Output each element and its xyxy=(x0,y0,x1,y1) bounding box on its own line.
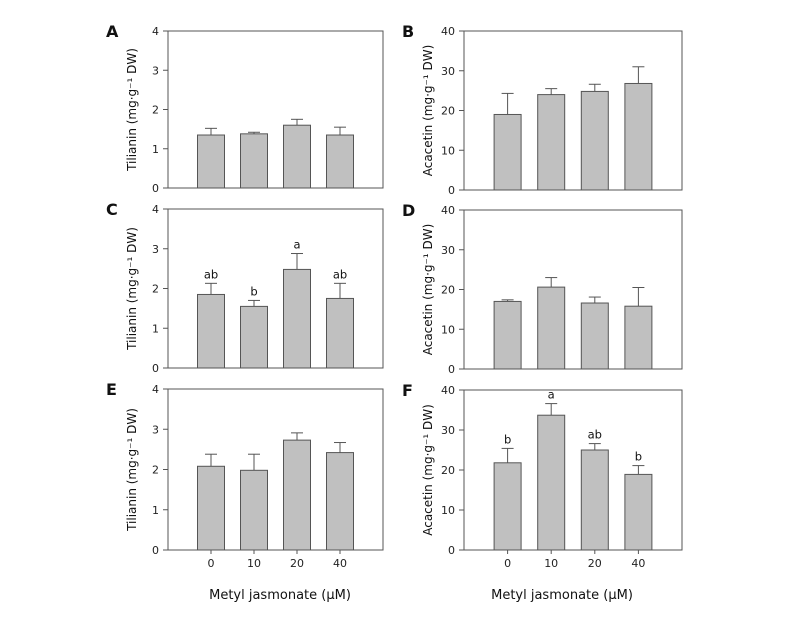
x-tick-label: 20 xyxy=(588,557,602,570)
y-tick-label: 0 xyxy=(448,184,455,197)
significance-label: a xyxy=(293,238,300,252)
x-axis-label-left: Metyl jasmonate (μM) xyxy=(209,588,351,603)
x-tick-label: 10 xyxy=(247,557,261,570)
bar xyxy=(197,293,225,369)
y-tick-label: 2 xyxy=(152,104,159,117)
y-tick-label: 1 xyxy=(152,322,159,335)
bar xyxy=(624,82,653,191)
y-axis-label: Tilianin (mg·g⁻¹ DW) xyxy=(125,408,139,532)
y-tick-label: 4 xyxy=(152,203,159,216)
significance-label: ab xyxy=(204,267,218,281)
bar xyxy=(493,300,522,370)
y-tick-label: 40 xyxy=(441,25,455,38)
y-tick-label: 10 xyxy=(441,504,455,517)
bar xyxy=(580,449,609,551)
x-tick-label: 20 xyxy=(290,557,304,570)
y-tick-label: 4 xyxy=(152,25,159,38)
x-tick-label: 40 xyxy=(333,557,347,570)
x-tick-label: 0 xyxy=(504,557,511,570)
bar xyxy=(240,133,268,189)
significance-label: ab xyxy=(333,267,347,281)
bar xyxy=(283,268,311,369)
y-axis-label: Tilianin (mg·g⁻¹ DW) xyxy=(125,48,139,172)
y-axis-label: Acacetin (mg·g⁻¹ DW) xyxy=(421,404,435,536)
bar xyxy=(326,297,354,369)
bar xyxy=(537,414,566,551)
y-tick-label: 1 xyxy=(152,143,159,156)
bar xyxy=(240,305,268,369)
panel-f: 0 10 20 30 40 b 0 a 10 ab 20 b 40 F Acacetin (mg·g⁻¹ D… xyxy=(402,381,683,570)
y-tick-label: 20 xyxy=(441,284,455,297)
y-tick-label: 2 xyxy=(152,283,159,296)
y-tick-label: 40 xyxy=(441,384,455,397)
y-tick-label: 4 xyxy=(152,383,159,396)
y-tick-label: 20 xyxy=(441,464,455,477)
significance-label: b xyxy=(250,284,257,298)
panel-a: 0 1 2 3 4 A Tilianin (mg·g⁻¹ DW) xyxy=(106,22,384,195)
bar xyxy=(537,286,566,370)
significance-label: a xyxy=(548,388,555,402)
y-axis-label: Tilianin (mg·g⁻¹ DW) xyxy=(125,227,139,351)
panel-letter: C xyxy=(106,200,118,219)
panel-b: 0 10 20 30 40 B Acacetin (mg·g⁻¹ DW) xyxy=(402,22,683,197)
bar xyxy=(493,462,522,551)
y-tick-label: 3 xyxy=(152,423,159,436)
significance-label: ab xyxy=(588,428,602,442)
bar xyxy=(326,134,354,189)
y-tick-label: 30 xyxy=(441,424,455,437)
y-axis-label: Acacetin (mg·g⁻¹ DW) xyxy=(421,224,435,356)
y-tick-label: 3 xyxy=(152,243,159,256)
y-tick-label: 0 xyxy=(152,182,159,195)
panel-letter: F xyxy=(402,381,413,400)
y-tick-label: 1 xyxy=(152,504,159,517)
y-tick-label: 30 xyxy=(441,65,455,78)
bar xyxy=(197,465,225,551)
bar xyxy=(240,469,268,551)
y-tick-label: 40 xyxy=(441,204,455,217)
bar xyxy=(624,473,653,551)
panel-c: 0 1 2 3 4 ab b a ab C Tilianin (mg·g⁻¹ DW) xyxy=(106,200,384,375)
bar xyxy=(283,124,311,189)
y-tick-label: 10 xyxy=(441,323,455,336)
y-tick-label: 0 xyxy=(448,363,455,376)
bar xyxy=(537,94,566,191)
x-tick-label: 40 xyxy=(631,557,645,570)
bar xyxy=(197,134,225,189)
y-axis-label: Acacetin (mg·g⁻¹ DW) xyxy=(421,45,435,177)
significance-label: b xyxy=(635,450,642,464)
bar xyxy=(624,305,653,370)
y-tick-label: 0 xyxy=(448,544,455,557)
bar xyxy=(326,452,354,551)
x-tick-label: 0 xyxy=(208,557,215,570)
bar xyxy=(283,439,311,551)
bar xyxy=(580,302,609,370)
y-tick-label: 2 xyxy=(152,464,159,477)
panel-letter: E xyxy=(106,380,117,399)
y-tick-label: 0 xyxy=(152,544,159,557)
bar xyxy=(580,90,609,191)
y-tick-label: 3 xyxy=(152,64,159,77)
y-tick-label: 30 xyxy=(441,244,455,257)
y-tick-label: 20 xyxy=(441,105,455,118)
x-tick-label: 10 xyxy=(544,557,558,570)
panel-letter: A xyxy=(106,22,119,41)
panel-letter: D xyxy=(402,201,415,220)
panel-d: 0 10 20 30 40 D Acacetin (mg·g⁻¹ DW) xyxy=(402,201,683,376)
x-axis-label-right: Metyl jasmonate (μM) xyxy=(491,588,633,603)
panel-letter: B xyxy=(402,22,414,41)
bar xyxy=(493,113,522,191)
y-tick-label: 10 xyxy=(441,144,455,157)
y-tick-label: 0 xyxy=(152,362,159,375)
significance-label: b xyxy=(504,432,511,446)
